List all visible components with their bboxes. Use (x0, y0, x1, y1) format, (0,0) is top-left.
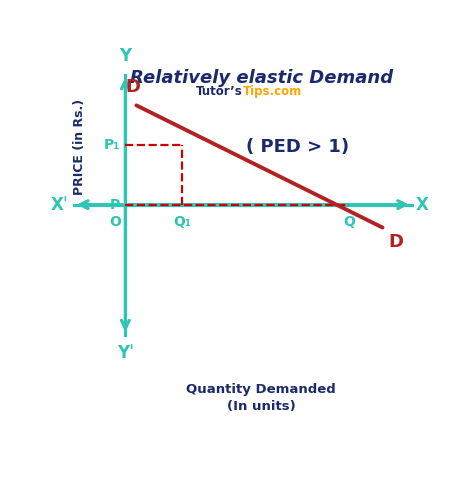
Text: P₁: P₁ (103, 138, 120, 152)
Text: Tips.com: Tips.com (243, 85, 302, 99)
Text: Y: Y (119, 47, 131, 65)
Text: Quantity Demanded
(In units): Quantity Demanded (In units) (186, 382, 336, 413)
Text: D: D (388, 233, 403, 251)
Text: Q₁: Q₁ (173, 215, 191, 229)
Text: PRICE (in Rs.): PRICE (in Rs.) (73, 99, 86, 195)
Text: Xˈ: Xˈ (51, 195, 68, 214)
Text: Q: Q (344, 215, 356, 229)
Text: Tutor’s: Tutor’s (196, 85, 243, 99)
Text: O: O (109, 215, 121, 229)
Text: D: D (125, 78, 140, 96)
Text: Yˈ: Yˈ (117, 344, 134, 362)
Text: Relatively elastic Demand: Relatively elastic Demand (130, 69, 393, 87)
Text: P: P (109, 197, 120, 212)
Text: ( PED > 1): ( PED > 1) (246, 138, 350, 156)
Text: X: X (416, 195, 428, 214)
